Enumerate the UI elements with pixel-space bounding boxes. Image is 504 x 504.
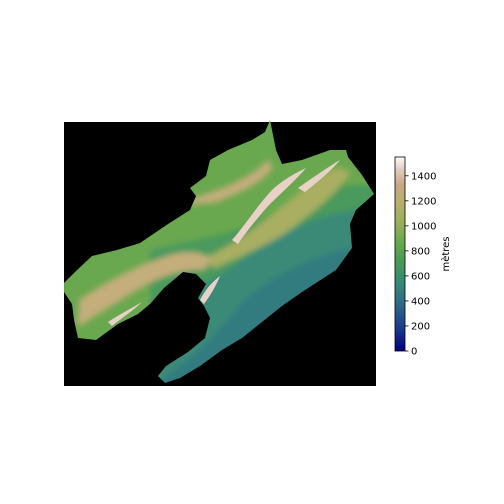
region-ridge-south xyxy=(200,276,220,304)
region-ridge-east xyxy=(298,160,340,192)
colorbar-tick-label: 600 xyxy=(411,271,430,282)
region-ridge-west xyxy=(108,302,142,326)
colorbar-ticks: 0 200 400 600 800 1000 1200 1400 xyxy=(405,171,436,358)
map-plot xyxy=(64,120,376,386)
colorbar: 0 200 400 600 800 1000 1200 1400 mètres xyxy=(394,156,452,358)
colorbar-tick-label: 1400 xyxy=(411,171,436,182)
colorbar-tick-label: 800 xyxy=(411,246,430,257)
colorbar-scale xyxy=(394,156,406,352)
region-high-ranges-north xyxy=(175,160,272,205)
colorbar-tick-label: 0 xyxy=(411,347,417,358)
colorbar-tick-label: 400 xyxy=(411,296,430,307)
region-ridge-main xyxy=(232,168,306,244)
colorbar-tick-label: 1200 xyxy=(411,196,436,207)
colorbar-tick-label: 200 xyxy=(411,321,430,332)
colorbar-tick-label: 1000 xyxy=(411,221,436,232)
region-high-ranges xyxy=(78,252,210,326)
colorbar-label: mètres xyxy=(440,236,452,271)
